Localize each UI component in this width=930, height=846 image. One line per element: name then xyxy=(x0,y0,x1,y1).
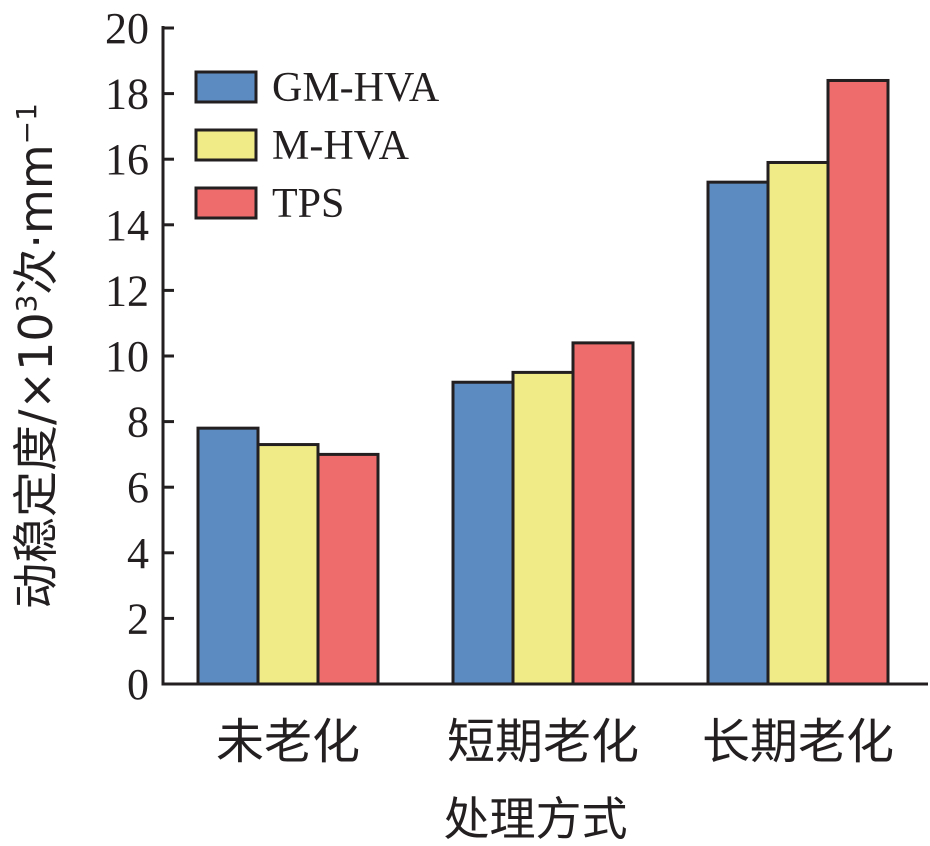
y-tick-label: 20 xyxy=(105,4,149,53)
y-axis-title-exponent: 3 xyxy=(10,295,43,313)
y-axis-title: 动稳定度/×103次·mm−1 xyxy=(9,103,63,609)
y-axis-title-unit-exponent: −1 xyxy=(10,103,43,144)
bar-m-hva-1 xyxy=(256,443,320,686)
y-tick-label: 16 xyxy=(105,135,149,184)
x-category-label: 长期老化 xyxy=(702,714,894,770)
x-category-label: 未老化 xyxy=(216,714,360,770)
y-tick-label: 4 xyxy=(127,529,149,578)
y-axis-title-unit: 次·mm xyxy=(9,144,63,294)
legend-label-gm-hva: GM-HVA xyxy=(272,65,440,111)
legend-swatch-gm-hva xyxy=(194,70,258,104)
bar-tps-3 xyxy=(826,78,890,686)
y-tick-label: 6 xyxy=(127,463,149,512)
legend-swatch-tps xyxy=(194,186,258,220)
bar-m-hva-2 xyxy=(511,370,575,686)
legend: GM-HVA M-HVA TPS xyxy=(194,65,440,227)
legend-swatch-m-hva xyxy=(194,128,258,162)
y-tick-label: 2 xyxy=(127,594,149,643)
bar-tps-2 xyxy=(571,341,635,686)
bar-gm-hva-2 xyxy=(451,380,515,686)
x-axis-title: 处理方式 xyxy=(444,792,628,846)
y-tick-label: 10 xyxy=(105,332,149,381)
y-tick-label: 12 xyxy=(105,266,149,315)
legend-label-tps: TPS xyxy=(272,181,344,227)
bar-gm-hva-1 xyxy=(196,426,260,686)
bars-group xyxy=(196,78,890,686)
y-tick-label: 14 xyxy=(105,201,149,250)
bar-tps-1 xyxy=(316,452,380,686)
x-category-label: 短期老化 xyxy=(447,714,639,770)
bar-m-hva-3 xyxy=(766,160,830,686)
y-tick-label: 18 xyxy=(105,70,149,119)
bar-gm-hva-3 xyxy=(706,180,770,686)
y-tick-label: 0 xyxy=(127,660,149,709)
x-categories-group: 未老化 短期老化 长期老化 xyxy=(216,714,894,770)
legend-label-m-hva: M-HVA xyxy=(272,123,410,169)
y-tick-label: 8 xyxy=(127,398,149,447)
y-ticks-group: 0 2 4 6 8 10 12 14 16 18 20 xyxy=(105,4,174,709)
y-axis-title-main: 动稳定度/×10 xyxy=(9,312,63,609)
